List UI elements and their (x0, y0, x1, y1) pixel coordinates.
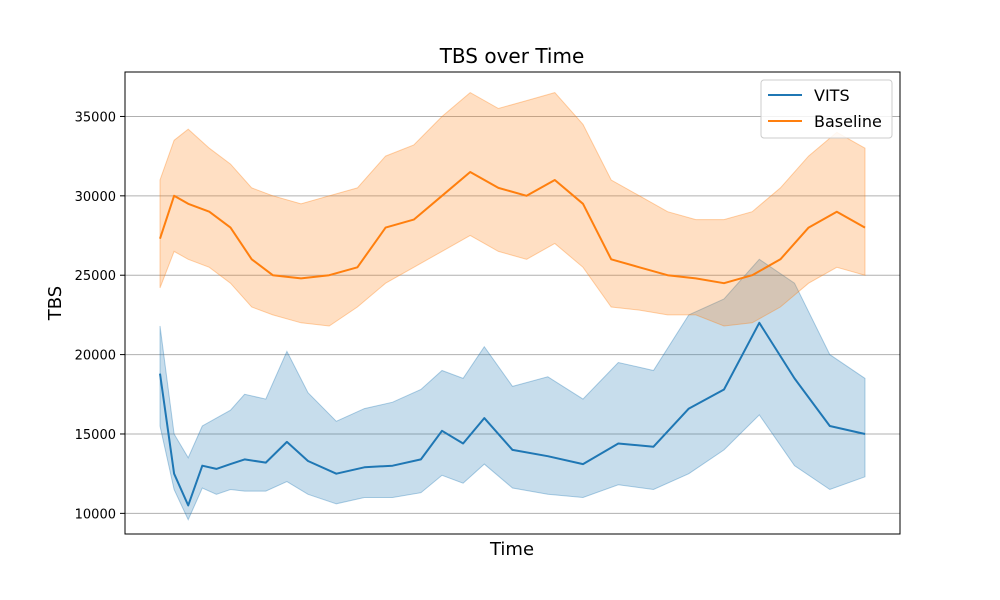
y-tick-label-15000: 15000 (75, 428, 116, 443)
series-line-baseline (159, 171, 866, 285)
y-tick-label-25000: 25000 (75, 269, 116, 284)
legend: VITS Baseline (760, 79, 893, 139)
y-tick-label-20000: 20000 (75, 349, 116, 364)
confidence-bands (159, 91, 866, 521)
y-axis-ticks: 10000 15000 20000 25000 30000 35000 (75, 110, 125, 522)
y-tick-label-30000: 30000 (75, 190, 116, 205)
legend-label-baseline: Baseline (814, 112, 882, 131)
legend-label-vits: VITS (814, 86, 850, 105)
chart-title: TBS over Time (439, 44, 585, 68)
band-vits (159, 258, 866, 521)
y-tick-label-10000: 10000 (75, 507, 116, 522)
plot-area-frame (124, 71, 901, 535)
series-lines (159, 171, 866, 507)
x-axis-label: Time (489, 539, 534, 560)
y-axis-label: TBS (45, 286, 66, 321)
series-line-vits (159, 321, 866, 507)
band-baseline (159, 91, 866, 327)
gridlines (125, 115, 900, 514)
y-tick-label-35000: 35000 (75, 110, 116, 125)
